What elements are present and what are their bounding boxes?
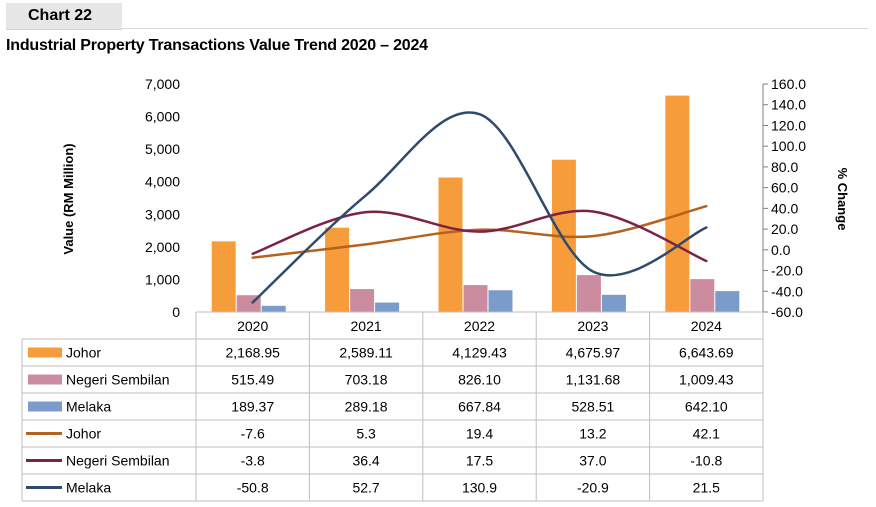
- bar-3: [488, 290, 513, 312]
- bar-2: [350, 289, 375, 312]
- x-category-label: 2022: [464, 318, 495, 334]
- table-cell: 515.49: [231, 372, 274, 388]
- bar-2: [690, 279, 715, 312]
- legend-label: Negeri Sembilan: [66, 372, 170, 388]
- chart-title: Industrial Property Transactions Value T…: [6, 37, 428, 54]
- y2-tick-label: 20.0: [771, 221, 798, 237]
- legend-swatch-bar: [28, 374, 62, 385]
- bar-3: [601, 294, 626, 312]
- y2-axis-title: % Change: [835, 168, 850, 231]
- table-cell: 17.5: [466, 453, 493, 469]
- legend-swatch-bar: [28, 347, 62, 358]
- y-tick-label: 7,000: [145, 76, 180, 92]
- bar-1: [438, 177, 463, 312]
- table-cell: 703.18: [345, 372, 388, 388]
- table-cell: 5.3: [356, 426, 376, 442]
- bar-1: [665, 95, 690, 312]
- y2-tick-label: -40.0: [771, 283, 803, 299]
- y-tick-label: 6,000: [145, 109, 180, 125]
- y2-tick-label: 100.0: [771, 138, 806, 154]
- legend-label: Melaka: [66, 399, 111, 415]
- y2-tick-label: 120.0: [771, 117, 806, 133]
- bar-3: [261, 305, 286, 312]
- y2-tick-label: 80.0: [771, 159, 798, 175]
- y-tick-label: 4,000: [145, 174, 180, 190]
- table-cell: 189.37: [231, 399, 274, 415]
- line-series-2: [251, 209, 708, 263]
- y2-tick-label: 40.0: [771, 200, 798, 216]
- legend-label: Melaka: [66, 480, 111, 496]
- y-axis-title: Value (RM Million): [61, 143, 76, 254]
- table-cell: 1,009.43: [679, 372, 734, 388]
- legend-label: Johor: [66, 345, 101, 361]
- legend-swatch-bar: [28, 401, 62, 412]
- table-cell: -50.8: [237, 480, 269, 496]
- y2-tick-label: -60.0: [771, 304, 803, 320]
- table-cell: 2,589.11: [339, 345, 393, 361]
- table-cell: 13.2: [579, 426, 606, 442]
- chart-label: Chart 22: [28, 7, 93, 24]
- line-series-1: [251, 204, 708, 259]
- table-cell: 4,675.97: [566, 345, 621, 361]
- y2-tick-label: 0.0: [771, 242, 791, 258]
- table-cell: -20.9: [577, 480, 609, 496]
- y-tick-label: 2,000: [145, 239, 180, 255]
- table-cell: 528.51: [571, 399, 614, 415]
- table-cell: -3.8: [241, 453, 265, 469]
- bar-3: [715, 291, 740, 312]
- table-cell: -10.8: [690, 453, 722, 469]
- legend-label: Negeri Sembilan: [66, 453, 170, 469]
- y2-tick-label: 160.0: [771, 76, 806, 92]
- table-cell: 4,129.43: [452, 345, 507, 361]
- table-cell: 667.84: [458, 399, 501, 415]
- y-tick-label: 0: [172, 304, 180, 320]
- legend-label: Johor: [66, 426, 101, 442]
- y-tick-label: 5,000: [145, 141, 180, 157]
- table-cell: 37.0: [579, 453, 606, 469]
- table-cell: 36.4: [352, 453, 379, 469]
- table-cell: 21.5: [693, 480, 720, 496]
- table-cell: 42.1: [693, 426, 720, 442]
- header-divider: [122, 28, 868, 29]
- table-cell: 2,168.95: [225, 345, 280, 361]
- table-cell: 289.18: [345, 399, 388, 415]
- table-cell: 19.4: [466, 426, 493, 442]
- line-series-3: [251, 111, 708, 304]
- x-category-label: 2021: [351, 318, 382, 334]
- x-category-label: 2024: [691, 318, 722, 334]
- x-category-label: 2020: [237, 318, 268, 334]
- bar-2: [576, 275, 601, 312]
- y2-tick-label: -20.0: [771, 263, 803, 279]
- y2-tick-label: 60.0: [771, 180, 798, 196]
- bar-3: [375, 302, 400, 312]
- table-cell: 1,131.68: [566, 372, 621, 388]
- y2-tick-label: 140.0: [771, 97, 806, 113]
- y-tick-label: 1,000: [145, 271, 180, 287]
- y-tick-label: 3,000: [145, 206, 180, 222]
- table-cell: 826.10: [458, 372, 501, 388]
- bar-1: [211, 241, 236, 312]
- x-category-label: 2023: [577, 318, 608, 334]
- table-cell: 6,643.69: [679, 345, 734, 361]
- table-cell: 642.10: [685, 399, 728, 415]
- chart-label-tab: Chart 22: [6, 3, 122, 30]
- table-cell: 52.7: [352, 480, 379, 496]
- bar-2: [463, 285, 488, 312]
- bar-1: [325, 227, 350, 312]
- table-cell: -7.6: [241, 426, 265, 442]
- table-cell: 130.9: [462, 480, 497, 496]
